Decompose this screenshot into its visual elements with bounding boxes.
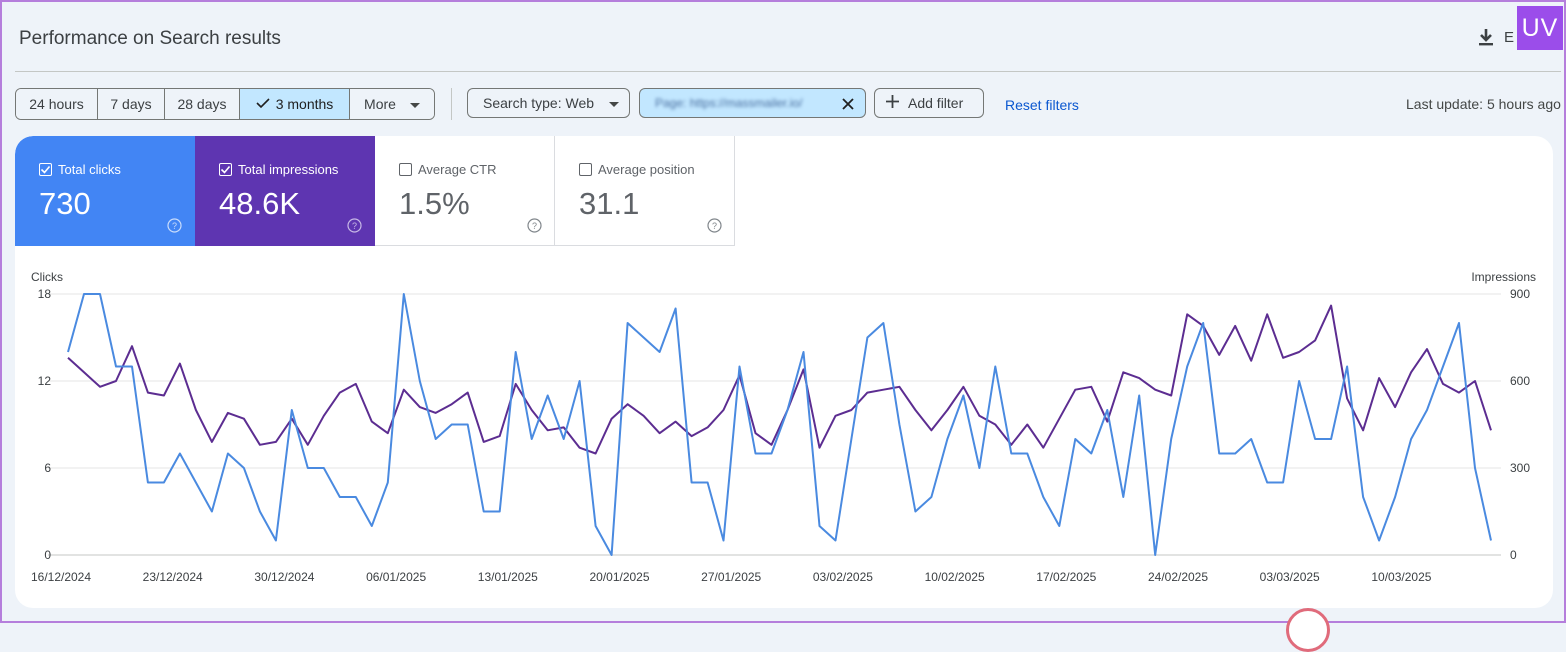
metric-average-position[interactable]: Average position 31.1 ? <box>555 136 735 246</box>
x-tick-label: 30/12/2024 <box>254 570 314 584</box>
date-range-selector: 24 hours 7 days 28 days 3 months More <box>15 88 435 120</box>
metric-label: Average position <box>598 162 695 177</box>
metric-average-ctr[interactable]: Average CTR 1.5% ? <box>375 136 555 246</box>
metric-total-clicks[interactable]: Total clicks 730 ? <box>15 136 195 246</box>
help-icon[interactable]: ? <box>167 218 182 238</box>
left-tick-label: 6 <box>44 461 51 475</box>
x-tick-label: 03/03/2025 <box>1260 570 1320 584</box>
dropdown-arrow-icon <box>409 96 420 112</box>
x-tick-label: 23/12/2024 <box>143 570 203 584</box>
check-icon <box>256 96 270 112</box>
date-range-24-hours[interactable]: 24 hours <box>16 89 98 119</box>
help-icon[interactable]: ? <box>347 218 362 238</box>
left-tick-label: 18 <box>38 287 52 301</box>
metric-value: 1.5% <box>399 186 470 221</box>
right-axis-title: Impressions <box>1471 270 1536 284</box>
page-filter-label: Page: https://massmailer.io/ <box>655 96 803 110</box>
close-icon[interactable] <box>842 97 854 113</box>
svg-text:?: ? <box>532 221 537 231</box>
x-tick-label: 06/01/2025 <box>366 570 426 584</box>
right-tick-label: 0 <box>1510 548 1517 562</box>
metric-value: 31.1 <box>579 186 640 221</box>
series-line-clicks <box>67 293 1492 556</box>
svg-text:?: ? <box>352 221 357 231</box>
download-icon <box>1478 28 1494 46</box>
page-title: Performance on Search results <box>19 28 281 49</box>
toolbar-divider <box>451 88 452 120</box>
uv-badge: UV <box>1517 6 1563 50</box>
date-range-28-days[interactable]: 28 days <box>165 89 240 119</box>
metric-value: 730 <box>39 186 91 221</box>
performance-chart[interactable]: Clicks Impressions 18 900 12 600 6 300 0 0 16/12/2… <box>15 136 1553 608</box>
date-range-label: 24 hours <box>29 96 84 112</box>
checkbox-unchecked-icon[interactable] <box>399 163 412 176</box>
export-label: E <box>1504 28 1515 46</box>
svg-text:?: ? <box>712 221 717 231</box>
help-icon[interactable]: ? <box>707 218 722 238</box>
metric-label: Average CTR <box>418 162 497 177</box>
x-tick-label: 17/02/2025 <box>1036 570 1096 584</box>
date-range-label: 28 days <box>177 96 227 112</box>
metric-label-row: Total clicks <box>39 162 121 177</box>
page-filter-chip[interactable]: Page: https://massmailer.io/ <box>639 88 866 118</box>
right-tick-label: 600 <box>1510 374 1530 388</box>
metric-label-row: Average position <box>579 162 695 177</box>
checkbox-unchecked-icon[interactable] <box>579 163 592 176</box>
svg-text:?: ? <box>172 221 177 231</box>
right-tick-label: 900 <box>1510 287 1530 301</box>
series-line-impressions <box>67 304 1492 455</box>
date-range-label: More <box>364 96 396 112</box>
x-tick-label: 10/03/2025 <box>1371 570 1431 584</box>
reset-filters-link[interactable]: Reset filters <box>1005 97 1079 113</box>
search-type-filter[interactable]: Search type: Web <box>467 88 630 118</box>
metric-label-row: Total impressions <box>219 162 338 177</box>
checkbox-checked-icon[interactable] <box>219 163 232 176</box>
metric-label: Total impressions <box>238 162 339 177</box>
export-button[interactable]: E <box>1478 28 1514 46</box>
search-type-label: Search type: Web <box>483 95 595 111</box>
metric-value: 48.6K <box>219 186 301 221</box>
help-icon[interactable]: ? <box>527 218 542 238</box>
x-tick-label: 24/02/2025 <box>1148 570 1208 584</box>
x-tick-label: 27/01/2025 <box>701 570 761 584</box>
header-divider <box>15 71 1561 72</box>
checkbox-checked-icon[interactable] <box>39 163 52 176</box>
add-filter-label: Add filter <box>908 95 964 111</box>
x-tick-label: 10/02/2025 <box>925 570 985 584</box>
x-tick-label: 13/01/2025 <box>478 570 538 584</box>
date-range-3-months[interactable]: 3 months <box>240 89 350 119</box>
metric-label-row: Average CTR <box>399 162 497 177</box>
last-update-text: Last update: 5 hours ago <box>1406 96 1561 112</box>
dropdown-arrow-icon <box>609 95 620 111</box>
right-tick-label: 300 <box>1510 461 1530 475</box>
x-tick-label: 20/01/2025 <box>589 570 649 584</box>
left-tick-label: 12 <box>38 374 52 388</box>
date-range-label: 3 months <box>275 96 334 112</box>
plus-icon <box>886 95 899 111</box>
floating-widget-icon[interactable] <box>1286 608 1330 652</box>
performance-card: Total clicks 730 ? Total impressions 48.… <box>15 136 1553 608</box>
x-tick-label: 03/02/2025 <box>813 570 873 584</box>
metric-total-impressions[interactable]: Total impressions 48.6K ? <box>195 136 375 246</box>
left-axis-title: Clicks <box>31 270 63 284</box>
metric-label: Total clicks <box>58 162 121 177</box>
x-tick-label: 16/12/2024 <box>31 570 91 584</box>
date-range-label: 7 days <box>110 96 152 112</box>
date-range-7-days[interactable]: 7 days <box>98 89 165 119</box>
add-filter-button[interactable]: Add filter <box>874 88 984 118</box>
date-range-more[interactable]: More <box>350 89 434 119</box>
left-tick-label: 0 <box>44 548 51 562</box>
